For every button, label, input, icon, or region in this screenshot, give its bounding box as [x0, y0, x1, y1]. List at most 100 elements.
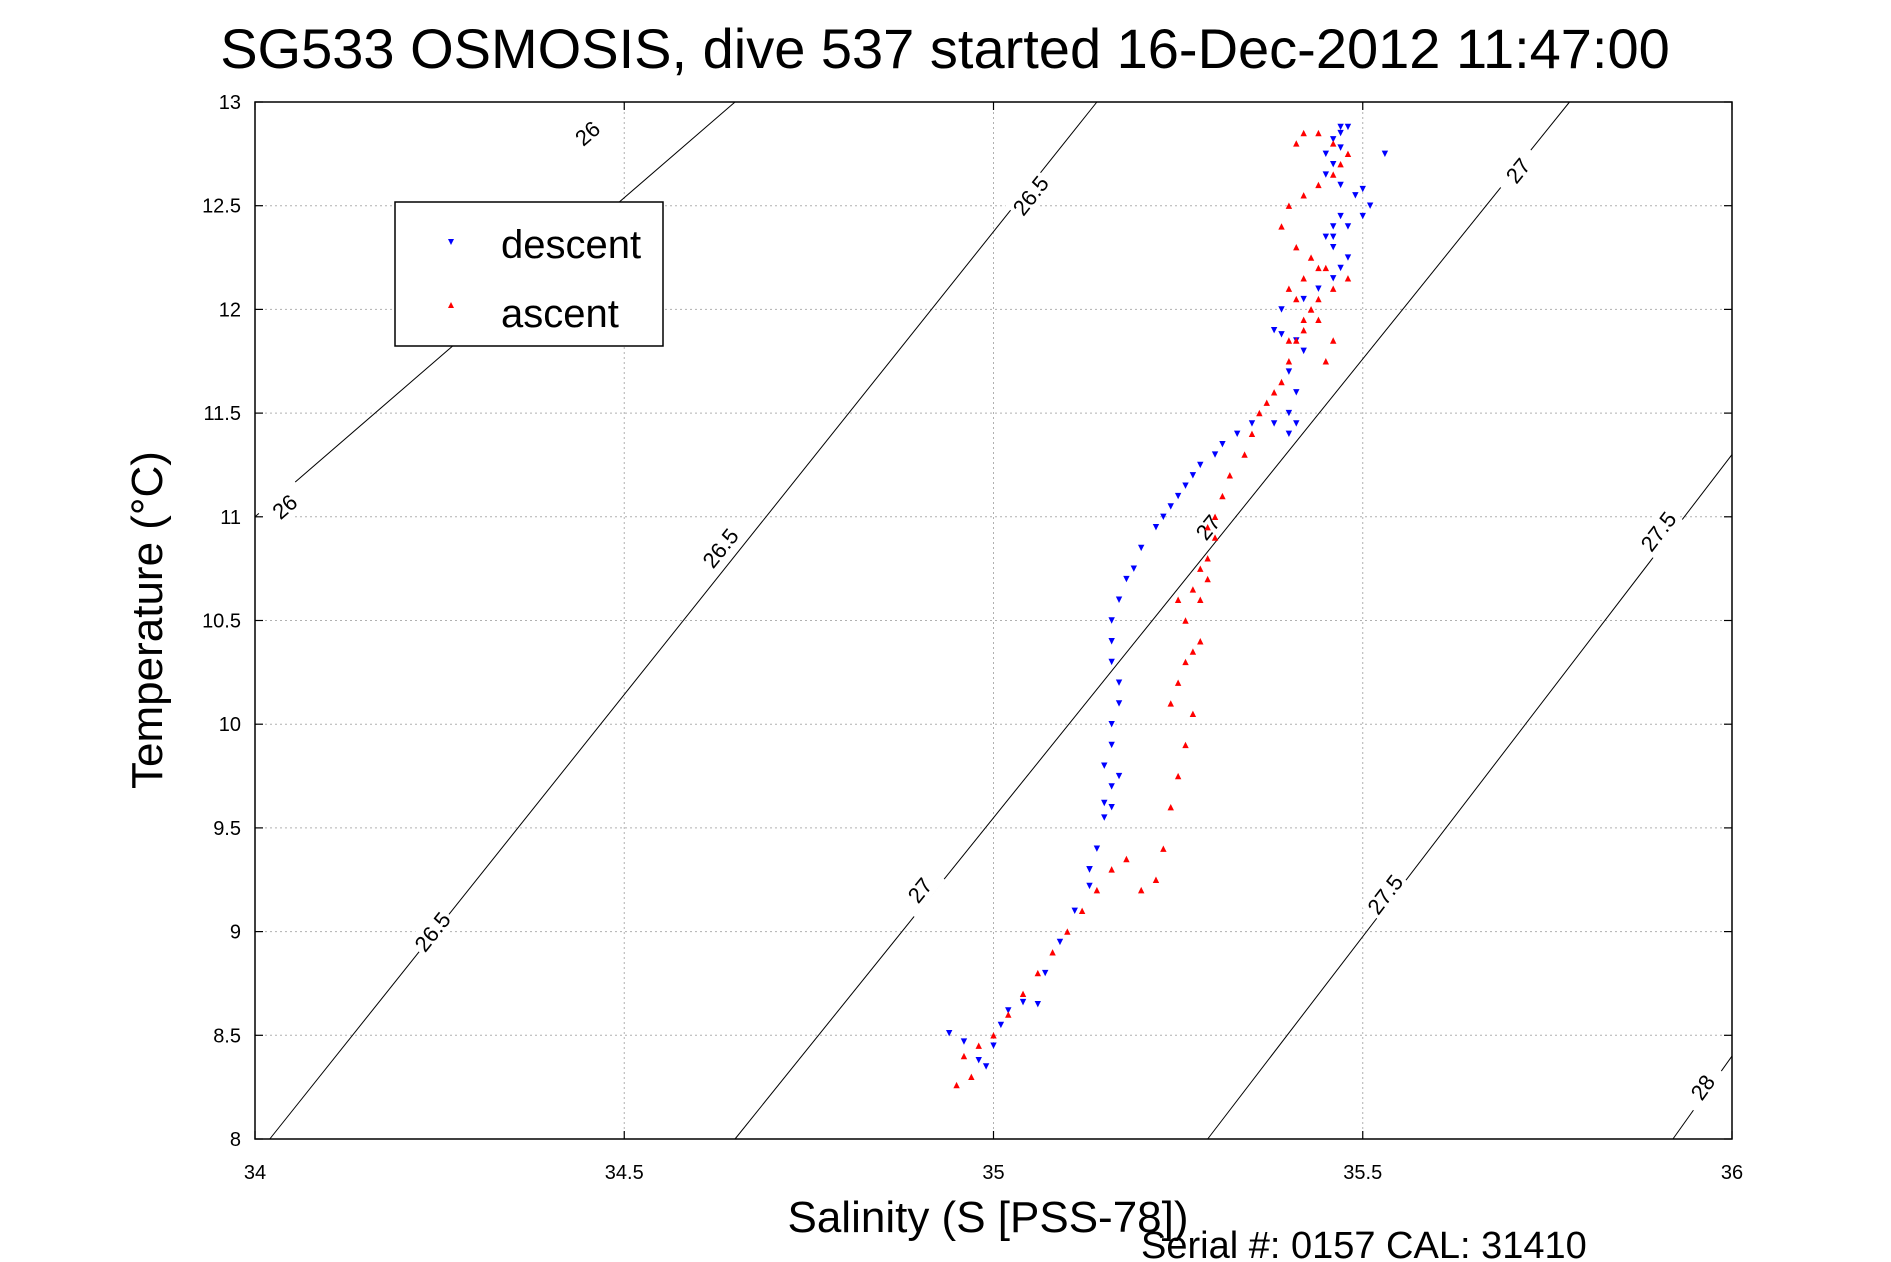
y-tick-label: 9 [230, 922, 241, 944]
x-tick-label: 35.5 [1343, 1162, 1382, 1184]
descent-point [1344, 123, 1352, 131]
ascent-point [1344, 275, 1352, 282]
ascent-point [1293, 243, 1300, 251]
x-tick-label: 34.5 [605, 1162, 644, 1184]
descent-point [1330, 223, 1337, 230]
ascent-point [1278, 378, 1285, 386]
footer-serial: Serial #: 0157 CAL: 31410 [1141, 1225, 1587, 1262]
ascent-point [1256, 409, 1263, 417]
descent-point [1337, 144, 1344, 151]
descent-point [1330, 275, 1337, 282]
y-tick-label: 11.5 [204, 403, 241, 425]
ascent-point [1189, 586, 1197, 593]
ascent-point [1278, 223, 1285, 230]
descent-point [1248, 420, 1256, 427]
ascent-point [1248, 430, 1256, 438]
descent-point [1108, 783, 1115, 790]
x-tick-label: 35 [982, 1162, 1004, 1184]
ascent-point [1160, 845, 1167, 852]
descent-point [1381, 150, 1389, 158]
y-tick-label: 8 [230, 1129, 241, 1151]
data-markers [945, 123, 1389, 1089]
descent-point [1108, 803, 1115, 811]
descent-point [1285, 430, 1293, 438]
ascent-point [1322, 358, 1330, 365]
descent-point [1197, 461, 1204, 469]
descent-point [1167, 503, 1174, 510]
ascent-point [1078, 907, 1086, 915]
ascent-point [1285, 202, 1293, 209]
legend: descent ascent [394, 201, 664, 347]
ascent-point [1189, 710, 1197, 718]
ascent-point [1293, 140, 1300, 147]
descent-point [1174, 492, 1182, 500]
descent-point [1101, 762, 1108, 769]
descent-point [1278, 331, 1285, 338]
ascent-point [990, 1032, 997, 1039]
y-tick-label: 12.5 [202, 196, 241, 218]
ascent-point [953, 1081, 960, 1089]
descent-point [1234, 430, 1241, 438]
ascent-point [1307, 306, 1315, 313]
ascent-point [1285, 285, 1293, 292]
descent-point [1108, 658, 1115, 666]
ascent-point [1174, 772, 1182, 780]
descent-point [1123, 575, 1130, 583]
descent-point [960, 1038, 968, 1045]
ascent-point [1315, 295, 1322, 303]
descent-point [1322, 150, 1330, 158]
ascent-point [1241, 451, 1248, 458]
descent-point [1315, 285, 1322, 292]
descent-point [990, 1042, 997, 1049]
ascent-point [1263, 399, 1270, 406]
ascent-point [1226, 472, 1234, 479]
ascent-point [1337, 161, 1344, 168]
isopycnal-label-bg [1005, 168, 1056, 223]
ascent-point [1330, 337, 1337, 344]
ascent-point [1093, 886, 1101, 894]
descent-point [1101, 814, 1108, 821]
descent-point [1211, 451, 1219, 458]
axis-ticks: 34 34.5 35 35.5 36 8 8.5 9 9.5 10 10.5 11 11.5 12 12.5… [202, 92, 1743, 1184]
descent-point [1344, 223, 1352, 230]
descent-point [1108, 741, 1115, 749]
ascent-point [1034, 969, 1042, 977]
chart-title: SG533 OSMOSIS, dive 537 started 16-Dec-2… [220, 17, 1670, 80]
descent-point [1337, 123, 1344, 131]
y-axis-title: Temperature (°C) [123, 451, 172, 789]
descent-point [1322, 171, 1330, 178]
ascent-point [1204, 555, 1211, 562]
isopycnal-line [269, 101, 1098, 1140]
descent-point [1330, 161, 1337, 168]
x-tick-label: 36 [1721, 1162, 1743, 1184]
ascent-point [1204, 575, 1211, 583]
isopycnal-label-bg [560, 107, 614, 159]
legend-ascent-label: ascent [501, 292, 619, 336]
ascent-point [1174, 679, 1182, 686]
legend-box [394, 201, 664, 347]
isopycnal-label-bg [894, 863, 945, 917]
descent-point [1330, 233, 1337, 241]
descent-point [1330, 243, 1337, 251]
legend-ascent-marker [448, 302, 454, 308]
descent-point [1300, 347, 1307, 355]
ascent-point [1300, 129, 1307, 137]
descent-point [1034, 1000, 1042, 1008]
ascent-point [1182, 617, 1189, 624]
ascent-point [1197, 565, 1204, 572]
ascent-point [1167, 700, 1174, 707]
descent-point [1086, 866, 1093, 873]
descent-point [1108, 617, 1115, 624]
ascent-point [975, 1042, 982, 1049]
descent-point [1138, 544, 1145, 552]
ascent-point [1285, 337, 1293, 344]
legend-descent-label: descent [501, 223, 641, 267]
x-tick-label: 34 [244, 1162, 266, 1184]
ascent-point [1315, 129, 1322, 137]
descent-point [1071, 907, 1078, 915]
ascent-point [1315, 316, 1322, 323]
ascent-point [1219, 492, 1226, 500]
descent-point [1270, 326, 1278, 334]
ascent-point [1300, 326, 1307, 334]
